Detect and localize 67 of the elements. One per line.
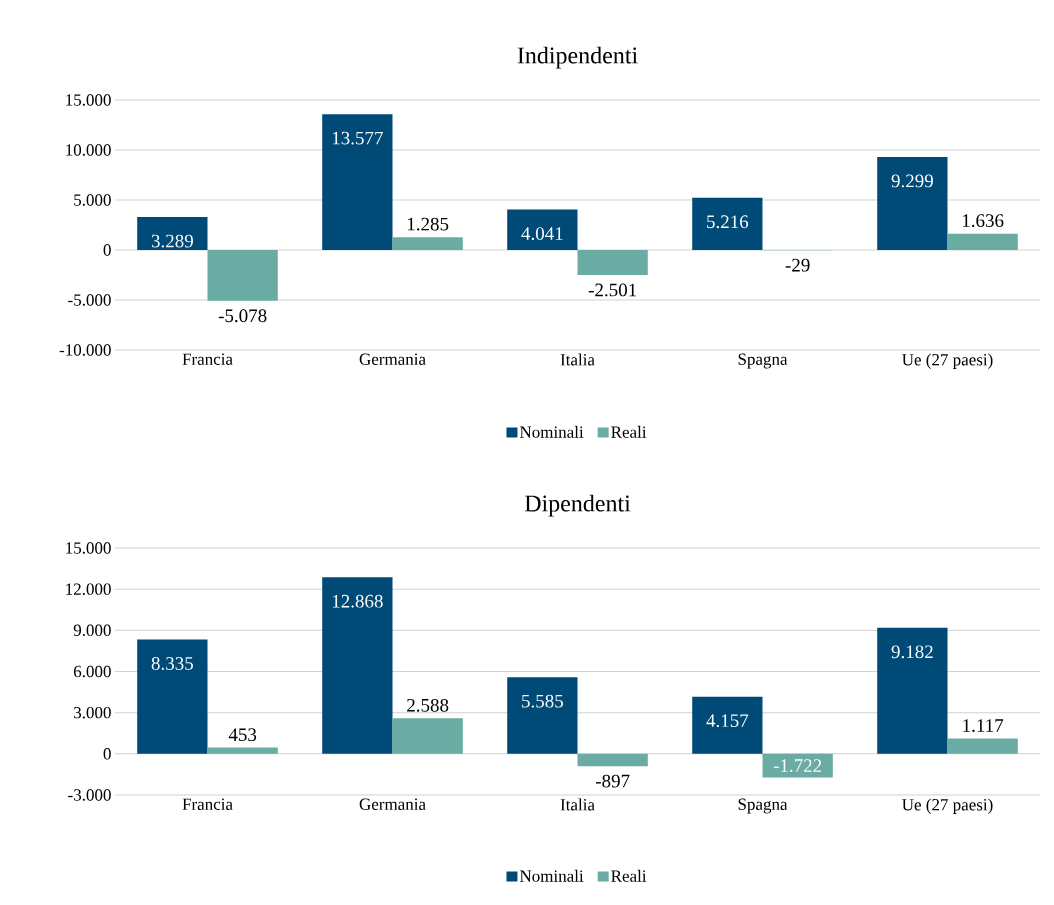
data-label: 9.182: [891, 645, 933, 659]
data-label: -897: [595, 774, 630, 788]
data-label: -29: [785, 258, 810, 272]
x-tick-label: Ue (27 paesi): [902, 353, 993, 369]
bar: [947, 738, 1018, 754]
data-label: -1.722: [773, 759, 822, 773]
data-label: 4.157: [706, 714, 749, 728]
bar: [322, 114, 393, 250]
bar: [207, 747, 278, 754]
bar: [947, 233, 1018, 250]
y-tick-label: -10.000: [59, 344, 111, 356]
data-label: -2.501: [588, 283, 637, 297]
bar: [507, 209, 578, 250]
y-tick-label: 0: [103, 748, 111, 760]
bar: [577, 249, 648, 275]
x-tick-label: Spagna: [738, 798, 788, 814]
legend-label: Reali: [611, 425, 647, 438]
data-label: 2.588: [407, 698, 449, 712]
data-label: 4.041: [521, 227, 563, 241]
bar: [392, 718, 463, 754]
x-tick-label: Spagna: [738, 353, 788, 369]
x-tick-label: Francia: [182, 353, 233, 365]
data-label: 12.868: [332, 594, 383, 608]
x-tick-label: Germania: [359, 798, 426, 810]
legend-label: Reali: [611, 869, 647, 882]
data-label: 1.636: [962, 214, 1004, 228]
bar: [692, 197, 763, 250]
y-tick-label: 15.000: [66, 94, 111, 106]
y-tick-label: 0: [103, 244, 111, 256]
data-label: 8.335: [151, 657, 193, 670]
bar: [507, 677, 578, 754]
bar: [877, 157, 948, 250]
y-tick-label: 5.000: [74, 194, 111, 206]
chart-title: Indipendenti: [517, 46, 638, 69]
legend-label: Nominali: [519, 869, 584, 882]
data-label: 453: [228, 728, 257, 742]
x-tick-label: Italia: [560, 798, 595, 811]
y-tick-label: -3.000: [68, 789, 111, 801]
chart-title: Dipendenti: [524, 494, 631, 517]
x-tick-label: Germania: [359, 353, 426, 365]
x-tick-label: Ue (27 paesi): [902, 798, 993, 814]
bar: [392, 237, 463, 250]
data-label: 5.585: [522, 694, 563, 708]
bar: [322, 577, 393, 754]
y-tick-label: 15.000: [66, 542, 111, 554]
bar: [207, 249, 278, 301]
bar: [877, 627, 948, 754]
legend-label: Nominali: [519, 425, 584, 438]
y-tick-label: 6.000: [73, 665, 111, 678]
x-tick-label: Francia: [182, 798, 233, 810]
data-label: -5.078: [218, 309, 267, 323]
data-label: 1.117: [963, 719, 1004, 732]
x-tick-label: Italia: [560, 353, 595, 366]
y-tick-label: 3.000: [74, 706, 111, 719]
y-tick-label: 9.000: [73, 624, 111, 637]
data-label: 3.289: [151, 234, 193, 248]
data-label: 13.577: [332, 131, 383, 145]
y-tick-label: -5.000: [68, 294, 111, 306]
bar: [692, 696, 763, 754]
y-tick-label: 10.000: [66, 144, 111, 156]
bar: [137, 639, 208, 754]
data-label: 9.299: [891, 174, 933, 188]
data-label: 1.285: [407, 217, 449, 231]
y-tick-label: 12.000: [66, 583, 111, 595]
bar: [137, 217, 208, 250]
bar: [577, 753, 648, 767]
data-label: 5.216: [707, 215, 749, 229]
